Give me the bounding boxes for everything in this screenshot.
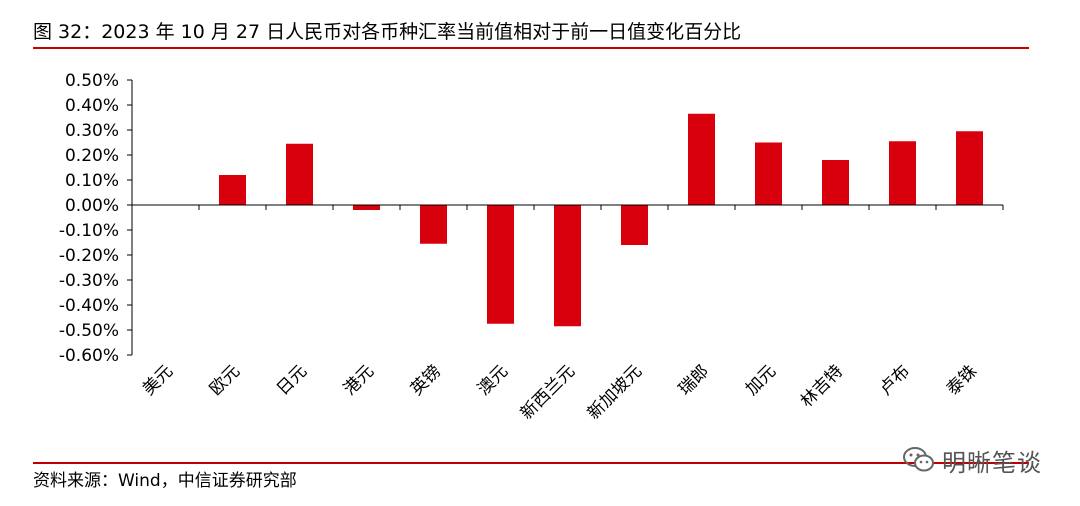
category-label: 加元 [742, 361, 780, 399]
bars [219, 113, 983, 327]
watermark: 明晰笔谈 [902, 444, 1042, 477]
y-tick-label: 0.40% [65, 96, 119, 116]
y-tick-label: -0.60% [59, 346, 119, 366]
category-label: 瑞郎 [675, 361, 713, 399]
y-tick-label: -0.50% [59, 321, 119, 341]
bar [420, 205, 447, 244]
category-label: 日元 [273, 361, 311, 399]
category-label: 美元 [139, 361, 177, 399]
y-tick-label: 0.30% [65, 121, 119, 141]
bar [621, 205, 648, 245]
category-label: 泰铢 [943, 361, 981, 399]
category-labels: 美元 欧元 日元 港元 英镑 澳元 新西兰元 新加坡元 瑞郎 加元 林吉特 卢布 泰铢 [139, 361, 981, 423]
y-tick-label: 0.50% [65, 71, 119, 91]
y-tick-label: 0.10% [65, 171, 119, 191]
bar [822, 160, 849, 205]
y-tick-label: 0.00% [65, 196, 119, 216]
category-label: 英镑 [407, 361, 445, 399]
category-label: 林吉特 [797, 361, 847, 411]
chart-title: 图 32：2023 年 10 月 27 日人民币对各币种汇率当前值相对于前一日值… [33, 21, 742, 43]
category-label: 港元 [340, 361, 378, 399]
bar [353, 205, 380, 210]
category-label: 欧元 [206, 361, 244, 399]
y-tick-label: 0.20% [65, 146, 119, 166]
wechat-icon [903, 447, 934, 472]
category-label: 澳元 [474, 361, 512, 399]
bar [219, 175, 246, 205]
x-axis [131, 204, 1004, 210]
bar [554, 205, 581, 327]
y-axis: 0.50% 0.40% 0.30% 0.20% 0.10% 0.00% -0.10% -0.2… [59, 71, 133, 366]
bar [487, 205, 514, 324]
category-label: 卢布 [876, 361, 914, 399]
watermark-text: 明晰笔谈 [942, 448, 1042, 477]
bar [688, 113, 715, 205]
bar [889, 141, 916, 205]
bar-chart: 0.50% 0.40% 0.30% 0.20% 0.10% 0.00% -0.10% -0.2… [59, 71, 1004, 424]
y-tick-label: -0.20% [59, 246, 119, 266]
title-divider [33, 47, 1029, 49]
bar [956, 131, 983, 205]
y-tick-label: -0.10% [59, 221, 119, 241]
category-label: 新加坡元 [584, 361, 646, 423]
y-tick-label: -0.30% [59, 271, 119, 291]
source-note: 资料来源：Wind，中信证券研究部 [33, 471, 297, 491]
y-tick-label: -0.40% [59, 296, 119, 316]
bar [755, 142, 782, 205]
bar [286, 143, 313, 205]
footer-divider [33, 462, 1029, 464]
category-label: 新西兰元 [517, 361, 579, 423]
